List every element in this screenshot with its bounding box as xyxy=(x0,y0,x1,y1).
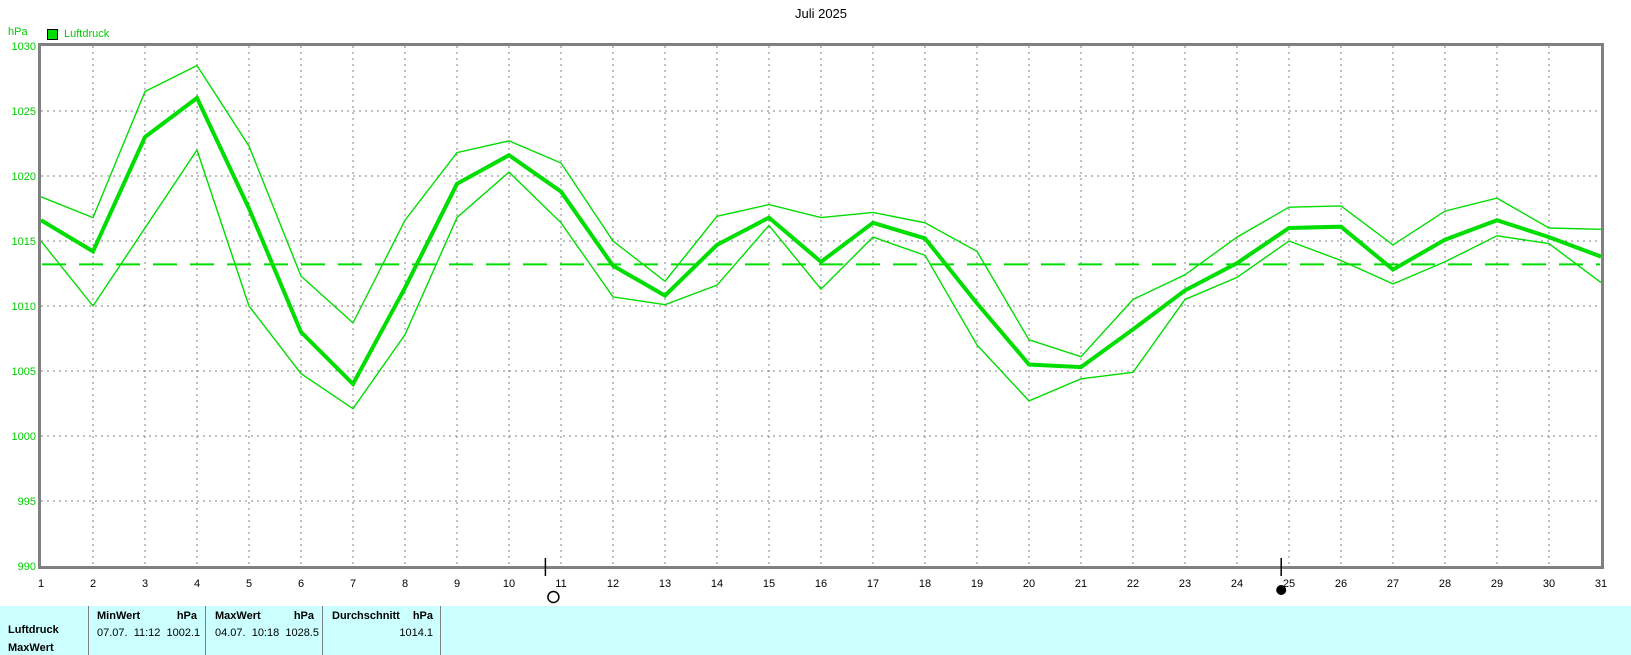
minwert-header: MinWert xyxy=(97,610,141,622)
x-tick-label-11: 11 xyxy=(555,578,566,590)
new-moon-icon xyxy=(1276,585,1287,595)
x-tick-label-6: 6 xyxy=(298,578,304,590)
summary-table: Luftdruck MaxWert MinWert hPa 07.07. 11:… xyxy=(0,606,1631,655)
legend: Luftdruck xyxy=(47,28,109,40)
x-tick-label-13: 13 xyxy=(659,578,671,590)
x-tick-label-21: 21 xyxy=(1075,578,1087,590)
minwert-value: 07.07. 11:12 1002.1 xyxy=(97,627,201,639)
maxwert-value: 04.07. 10:18 1028.5 xyxy=(215,627,319,639)
y-tick-label-1030: 1030 xyxy=(12,41,36,53)
legend-label: Luftdruck xyxy=(64,28,110,40)
x-tick-label-14: 14 xyxy=(711,578,723,590)
x-tick-label-7: 7 xyxy=(350,578,356,590)
durchschnitt-unit: hPa xyxy=(412,610,433,622)
plot-border xyxy=(38,43,1604,569)
maxwert-unit: hPa xyxy=(293,610,314,622)
table-separator xyxy=(205,606,206,655)
x-tick-label-25: 25 xyxy=(1283,578,1295,590)
x-tick-label-5: 5 xyxy=(246,578,252,590)
y-tick-label-1010: 1010 xyxy=(12,301,36,313)
x-tick-label-18: 18 xyxy=(919,578,931,590)
table-row-label: Luftdruck xyxy=(8,624,59,636)
table-separator xyxy=(322,606,323,655)
x-tick-label-31: 31 xyxy=(1595,578,1607,590)
maxwert-header: MaxWert xyxy=(215,610,261,622)
x-tick-label-23: 23 xyxy=(1179,578,1191,590)
pressure-max-line xyxy=(40,64,1602,358)
x-tick-label-15: 15 xyxy=(763,578,775,590)
y-tick-label-1005: 1005 xyxy=(12,366,36,378)
x-tick-label-28: 28 xyxy=(1439,578,1451,590)
table-separator xyxy=(88,606,89,655)
pressure-mean-line xyxy=(39,94,1602,388)
x-tick-label-2: 2 xyxy=(90,578,96,590)
full-moon-icon xyxy=(547,590,560,604)
x-tick-label-24: 24 xyxy=(1231,578,1243,590)
y-axis-unit-label: hPa xyxy=(8,26,28,38)
x-tick-label-22: 22 xyxy=(1127,578,1139,590)
y-tick-label-1020: 1020 xyxy=(12,171,36,183)
x-tick-label-20: 20 xyxy=(1023,578,1035,590)
pressure-min-line xyxy=(40,148,1602,410)
x-tick-label-12: 12 xyxy=(607,578,619,590)
y-tick-label-1025: 1025 xyxy=(12,106,36,118)
x-tick-label-9: 9 xyxy=(454,578,460,590)
x-tick-label-8: 8 xyxy=(402,578,408,590)
x-tick-label-10: 10 xyxy=(503,578,515,590)
x-tick-label-17: 17 xyxy=(867,578,879,590)
y-tick-label-1000: 1000 xyxy=(12,431,36,443)
y-tick-label-990: 990 xyxy=(18,561,36,573)
x-tick-label-1: 1 xyxy=(38,578,44,590)
table-separator xyxy=(440,606,441,655)
x-tick-label-26: 26 xyxy=(1335,578,1347,590)
x-tick-label-3: 3 xyxy=(142,578,148,590)
table-second-row-label: MaxWert xyxy=(8,642,54,654)
x-tick-label-27: 27 xyxy=(1387,578,1399,590)
luftdruck-legend-swatch-icon xyxy=(47,28,58,40)
durchschnitt-header: Durchschnitt xyxy=(332,610,400,622)
x-tick-label-29: 29 xyxy=(1491,578,1503,590)
y-tick-label-1015: 1015 xyxy=(12,236,36,248)
x-tick-label-4: 4 xyxy=(194,578,200,590)
x-tick-label-19: 19 xyxy=(971,578,983,590)
x-tick-label-30: 30 xyxy=(1543,578,1555,590)
minwert-unit: hPa xyxy=(176,610,197,622)
durchschnitt-value: 1014.1 xyxy=(399,627,433,639)
chart-title: Juli 2025 xyxy=(794,6,848,21)
x-tick-label-16: 16 xyxy=(815,578,827,590)
y-tick-label-995: 995 xyxy=(18,496,36,508)
